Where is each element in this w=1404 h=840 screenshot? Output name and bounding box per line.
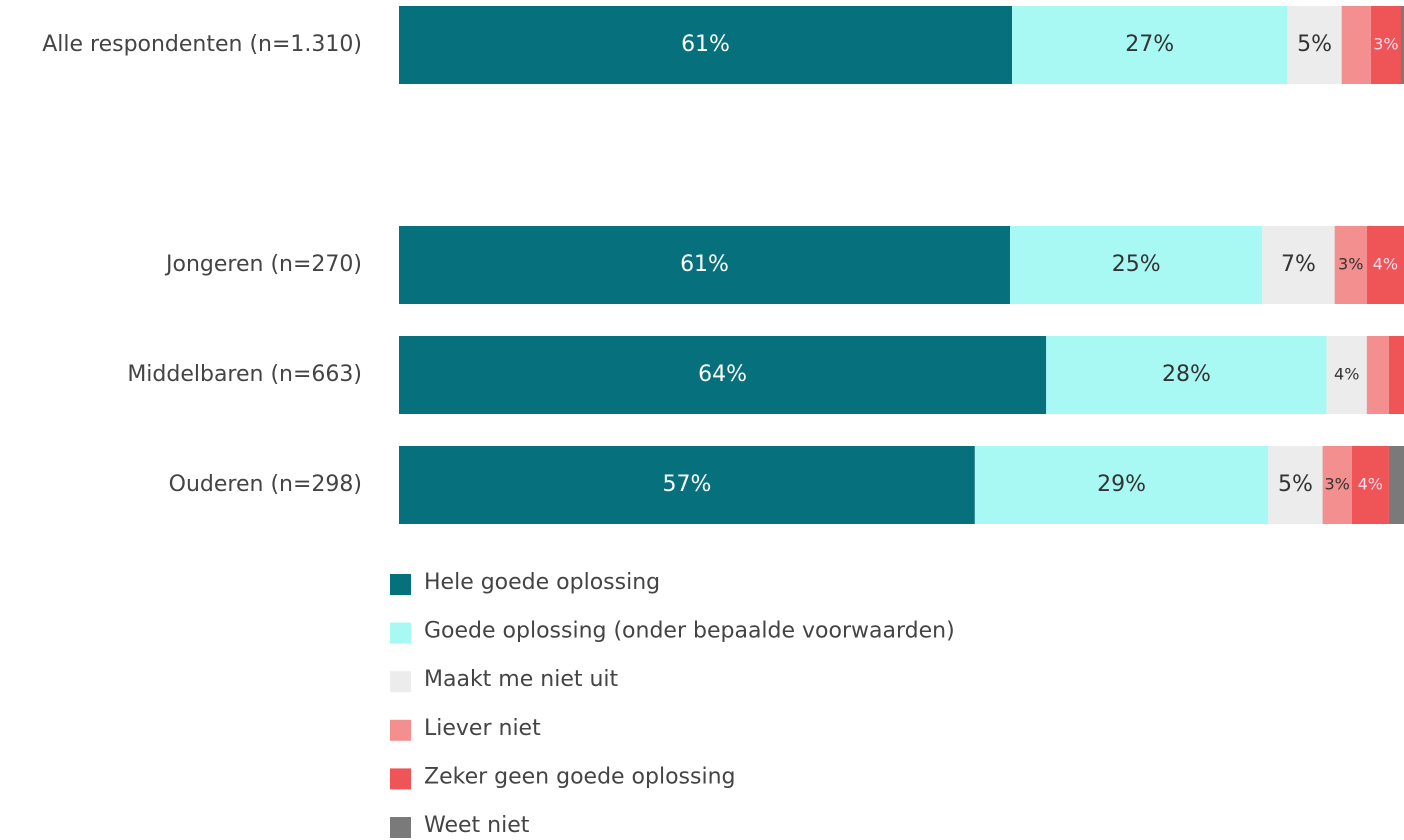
bar-segment	[1010, 226, 1263, 304]
value-label: 29%	[1097, 472, 1146, 497]
bar-segment	[399, 446, 975, 524]
category-label: Ouderen (n=298)	[169, 472, 362, 497]
value-label: 28%	[1162, 362, 1211, 387]
value-label: 3%	[1324, 475, 1349, 494]
bar-segment	[1341, 6, 1371, 84]
value-label: 7%	[1281, 252, 1316, 277]
value-label: 4%	[1373, 255, 1398, 274]
bar-segment	[1012, 6, 1288, 84]
legend-swatch	[390, 622, 411, 644]
value-label: 4%	[1358, 475, 1383, 494]
bar-segment	[1400, 6, 1404, 84]
legend-label: Weet niet	[424, 813, 530, 838]
value-label: 3%	[1338, 255, 1363, 274]
value-label: 61%	[680, 252, 729, 277]
legend-label: Liever niet	[424, 716, 541, 741]
value-label: 64%	[698, 362, 747, 387]
legend-label: Hele goede oplossing	[424, 570, 660, 595]
legend-swatch	[390, 671, 411, 693]
value-label: 3%	[1373, 35, 1398, 54]
value-label: 57%	[662, 472, 711, 497]
value-label: 27%	[1125, 32, 1174, 57]
bar-segment	[1334, 226, 1367, 304]
bar-segment	[1322, 446, 1352, 524]
legend-label: Zeker geen goede oplossing	[424, 764, 736, 789]
legend-swatch	[390, 574, 411, 595]
legend-swatch	[390, 719, 411, 741]
legend-swatch	[390, 768, 411, 790]
bar-segment	[1388, 336, 1404, 414]
bar-segment	[1370, 6, 1401, 84]
value-label: 4%	[1334, 365, 1359, 384]
bar-segment	[1287, 6, 1342, 84]
bar-segment	[1326, 336, 1367, 414]
bar-segment	[1388, 446, 1404, 524]
bar-segment	[1366, 336, 1389, 414]
bar-segment	[1262, 226, 1335, 304]
category-label: Middelbaren (n=663)	[127, 362, 362, 387]
bar-segment	[974, 446, 1269, 524]
value-label: 5%	[1297, 32, 1332, 57]
legend-label: Maakt me niet uit	[424, 667, 619, 692]
bar-segment	[1351, 446, 1389, 524]
legend-swatch	[390, 817, 411, 838]
value-label: 61%	[681, 32, 730, 57]
bar-segment	[399, 226, 1011, 304]
category-label: Jongeren (n=270)	[164, 252, 362, 277]
bar-segment	[399, 6, 1013, 84]
bar-segment	[1268, 446, 1323, 524]
legend-label: Goede oplossing (onder bepaalde voorwaar…	[424, 619, 955, 644]
bar-segment	[1046, 336, 1327, 414]
bar-segment	[399, 336, 1047, 414]
category-label: Alle respondenten (n=1.310)	[42, 32, 362, 57]
value-label: 5%	[1278, 472, 1313, 497]
bar-segment	[1366, 226, 1404, 304]
value-label: 25%	[1112, 252, 1161, 277]
